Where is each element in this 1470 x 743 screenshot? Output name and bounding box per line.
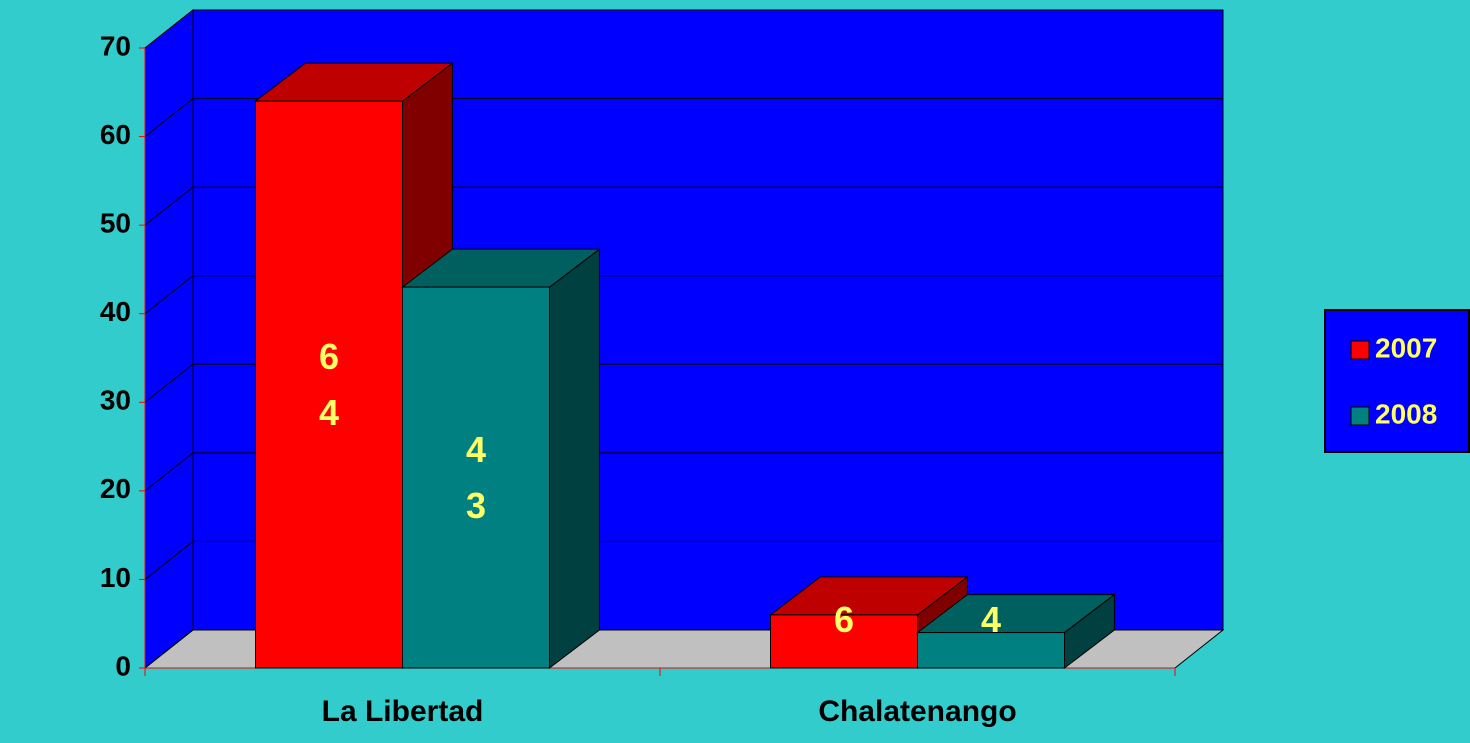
- side-wall: [144, 8, 194, 670]
- grid-line: [144, 275, 1223, 315]
- grid-line: [144, 9, 1223, 49]
- bar: [255, 100, 403, 669]
- data-label: 4: [980, 599, 1002, 640]
- x-tick-label: La Libertad: [322, 695, 484, 728]
- data-label: 43: [465, 428, 487, 526]
- y-tick-label: 50: [100, 208, 131, 239]
- y-tick-label: 0: [115, 650, 131, 681]
- legend-swatch: [1350, 406, 1370, 426]
- data-label: 64: [318, 335, 340, 433]
- grid-line: [144, 540, 1223, 580]
- y-tick-label: 40: [100, 296, 131, 327]
- grid-line: [144, 363, 1223, 403]
- grid-line: [144, 186, 1223, 226]
- y-tick-label: 10: [100, 562, 131, 593]
- x-tick-label: Chalatenango: [818, 695, 1016, 728]
- data-label-box: 6: [833, 599, 855, 640]
- bar: [402, 286, 550, 669]
- legend-swatch: [1350, 340, 1370, 360]
- bar: [917, 632, 1065, 669]
- bar-side: [549, 248, 600, 670]
- data-label: 6: [833, 599, 855, 640]
- y-tick-label: 20: [100, 473, 131, 504]
- y-tick-label: 30: [100, 385, 131, 416]
- legend-label: 2008: [1375, 398, 1437, 429]
- grid-line: [144, 452, 1223, 492]
- y-tick-label: 60: [100, 119, 131, 150]
- data-label-box: 64: [318, 335, 340, 433]
- y-tick-label: 70: [100, 30, 131, 61]
- data-label-box: 43: [465, 428, 487, 526]
- data-label-box: 4: [980, 599, 1002, 640]
- legend-box: [1324, 309, 1470, 453]
- bar: [770, 614, 918, 669]
- grid-line: [144, 98, 1223, 137]
- legend-label: 2007: [1375, 332, 1437, 363]
